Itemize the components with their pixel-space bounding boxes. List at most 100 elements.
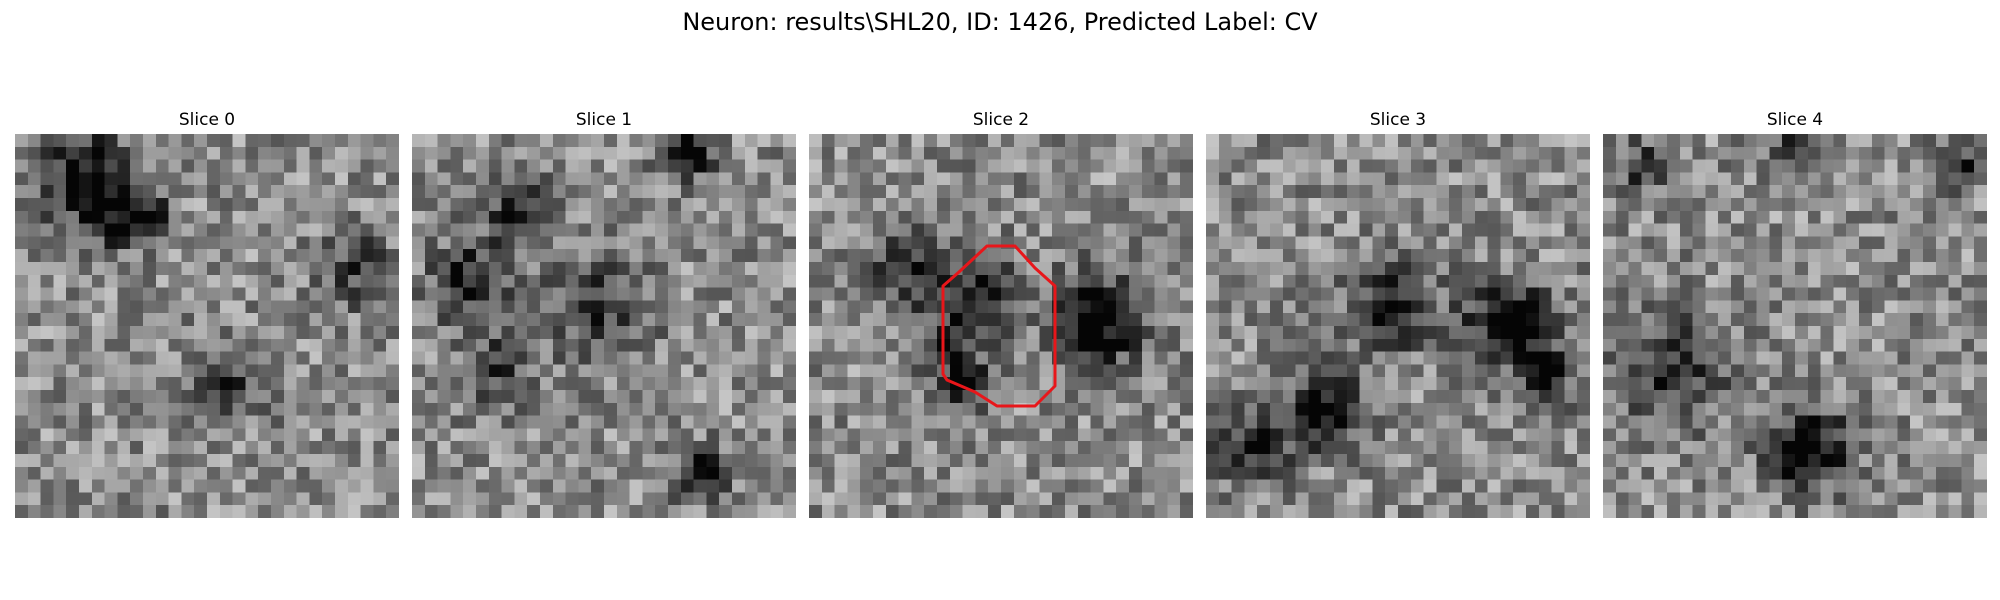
image-pixel [783,159,796,173]
image-pixel [1359,146,1373,160]
image-pixel [642,454,656,468]
image-pixel [27,300,41,314]
image-pixel [809,479,823,493]
image-pixel [1935,428,1949,442]
image-pixel [1270,377,1284,391]
image-pixel [591,441,605,455]
image-pixel [1372,390,1386,404]
image-pixel [1013,351,1027,365]
image-pixel [1884,390,1898,404]
image-pixel [1487,466,1501,480]
image-pixel [552,505,566,518]
image-pixel [591,223,605,237]
image-pixel [949,236,963,250]
image-pixel [975,441,989,455]
image-pixel [15,198,29,212]
image-pixel [1487,274,1501,288]
image-pixel [1346,210,1360,224]
image-pixel [424,159,438,173]
image-pixel [924,134,938,148]
image-pixel [1129,313,1143,327]
image-pixel [604,492,618,506]
image-pixel [1359,390,1373,404]
image-pixel [1782,300,1796,314]
image-pixel [757,134,771,148]
image-pixel [463,313,477,327]
image-pixel [1295,492,1309,506]
image-pixel [809,274,823,288]
image-pixel [1500,249,1514,263]
image-pixel [258,466,272,480]
image-pixel [104,287,118,301]
image-pixel [1859,505,1873,518]
image-pixel [591,428,605,442]
panel-slice-4: Slice 4 [1603,108,1987,518]
image-pixel [1295,466,1309,480]
image-pixel [629,428,643,442]
image-pixel [245,236,259,250]
image-pixel [1410,326,1424,340]
image-pixel [1961,454,1975,468]
image-pixel [1359,313,1373,327]
image-pixel [1731,402,1745,416]
image-pixel [322,287,336,301]
image-pixel [1731,428,1745,442]
image-pixel [1871,223,1885,237]
image-pixel [834,441,848,455]
image-pixel [1846,223,1860,237]
image-pixel [1295,249,1309,263]
image-pixel [616,249,630,263]
image-pixel [1423,402,1437,416]
image-pixel [988,454,1002,468]
image-pixel [1077,172,1091,186]
image-pixel [693,249,707,263]
image-pixel [873,274,887,288]
image-pixel [744,351,758,365]
image-pixel [1039,287,1053,301]
image-pixel [309,415,323,429]
image-pixel [130,377,144,391]
image-pixel [1052,210,1066,224]
image-pixel [1846,262,1860,276]
image-pixel [552,479,566,493]
image-pixel [655,479,669,493]
image-pixel [1871,249,1885,263]
image-pixel [1910,351,1924,365]
image-pixel [1974,338,1987,352]
image-pixel [1551,300,1565,314]
image-pixel [1833,364,1847,378]
image-pixel [1244,198,1258,212]
image-pixel [1244,287,1258,301]
image-pixel [809,198,823,212]
image-pixel [450,505,464,518]
image-pixel [386,274,399,288]
image-pixel [271,287,285,301]
image-pixel [911,223,925,237]
image-pixel [373,198,387,212]
image-pixel [1180,492,1193,506]
image-pixel [271,223,285,237]
image-pixel [732,172,746,186]
image-pixel [1859,454,1873,468]
image-pixel [1743,428,1757,442]
image-pixel [309,134,323,148]
image-pixel [1538,198,1552,212]
image-pixel [744,313,758,327]
image-pixel [283,159,297,173]
image-pixel [1295,236,1309,250]
image-pixel [1718,377,1732,391]
image-pixel [578,402,592,416]
image-pixel [1385,326,1399,340]
image-pixel [219,262,233,276]
image-pixel [1436,236,1450,250]
image-pixel [911,390,925,404]
image-pixel [1935,390,1949,404]
image-pixel [1206,402,1220,416]
image-pixel [514,415,528,429]
image-pixel [1974,262,1987,276]
image-pixel [604,198,618,212]
image-pixel [232,402,246,416]
image-pixel [1667,249,1681,263]
image-pixel [873,300,887,314]
image-pixel [565,172,579,186]
